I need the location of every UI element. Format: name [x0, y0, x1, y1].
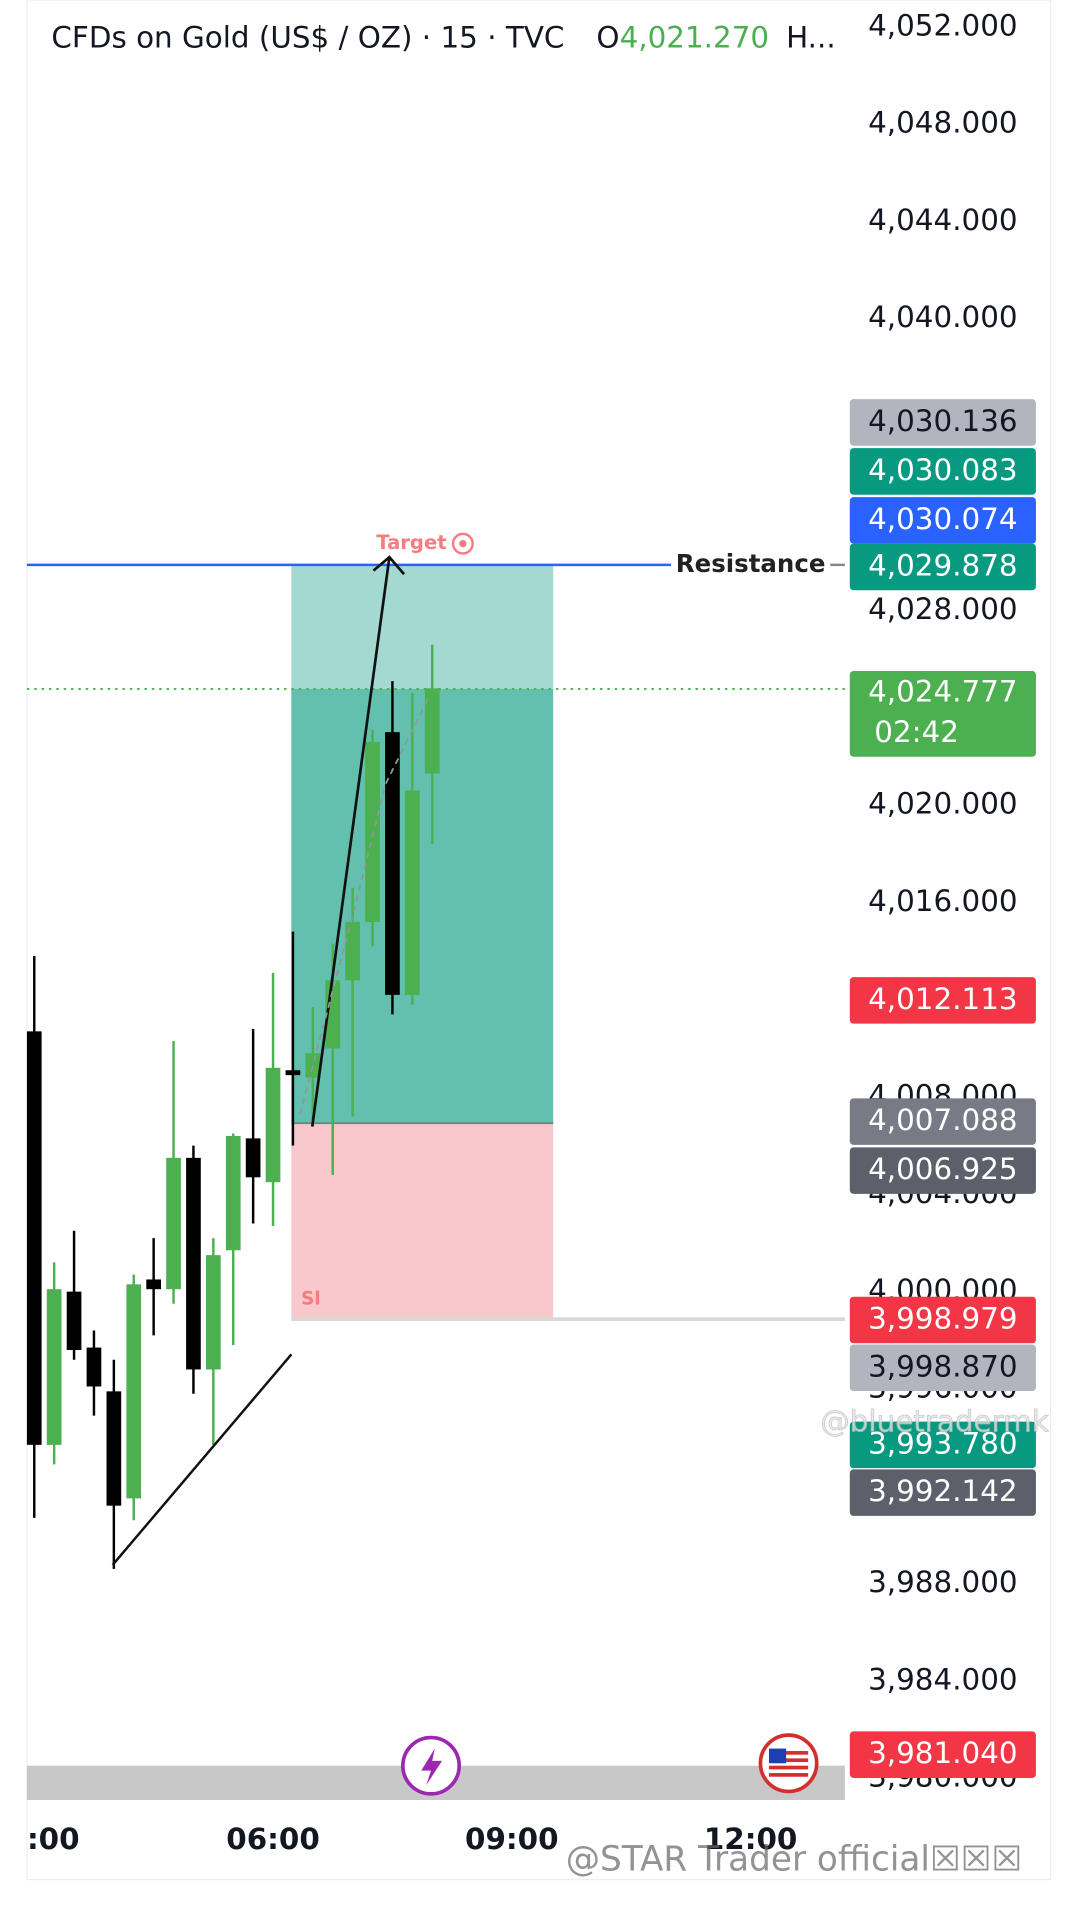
profit-zone-upper	[291, 564, 554, 689]
target-label: Target	[376, 531, 446, 554]
price-label-box	[849, 399, 1036, 446]
y-tick-label: 4,044.000	[868, 203, 1018, 237]
price-label-box	[849, 1731, 1036, 1778]
candle-body	[86, 1347, 102, 1387]
price-label-box	[849, 671, 1036, 757]
price-label-box	[849, 977, 1036, 1024]
y-tick-label: 4,052.000	[868, 8, 1018, 42]
price-label: 4,024.777	[868, 675, 1018, 709]
candle-body	[186, 1157, 201, 1370]
profit-zone	[291, 688, 554, 1124]
candle-body	[205, 1255, 221, 1370]
watermark: @bluetradermk	[820, 1404, 1048, 1438]
y-tick-label: 4,040.000	[868, 300, 1018, 334]
candle-body	[345, 921, 360, 981]
candle-body	[225, 1135, 241, 1251]
candle-body	[166, 1157, 181, 1290]
flag-glyph	[768, 1748, 809, 1778]
price-label: 3,992.142	[868, 1474, 1018, 1508]
candle-body	[385, 732, 400, 995]
price-label: 4,030.083	[868, 453, 1018, 487]
candle-body	[126, 1284, 142, 1499]
price-label-box	[849, 1098, 1036, 1145]
price-label-box	[849, 497, 1036, 544]
candle-body	[404, 790, 420, 995]
y-tick-label: 4,016.000	[868, 884, 1018, 918]
y-tick-label: 4,028.000	[868, 592, 1018, 626]
price-label-box	[849, 448, 1036, 495]
price-label-layer: 4,030.136 4,030.083 4,030.074 4,029.878 4,02…	[849, 399, 1036, 1778]
target-icon	[451, 532, 474, 555]
candle-body	[66, 1291, 82, 1350]
x-tick-label: :00	[27, 1822, 80, 1856]
y-tick-label: 3,984.000	[868, 1662, 1018, 1696]
ohlc-more: H...	[786, 21, 836, 55]
resistance-label: Resistance	[676, 549, 826, 578]
y-tick-label: 4,048.000	[868, 106, 1018, 140]
price-label: 3,998.979	[868, 1301, 1018, 1335]
x-tick-label: 06:00	[226, 1822, 320, 1856]
candle-body	[424, 688, 440, 774]
candle-body	[146, 1279, 161, 1290]
candle-body	[26, 1031, 42, 1445]
watermark: @STAR Trader official☒☒☒	[566, 1840, 1022, 1880]
candle-body	[285, 1070, 301, 1076]
axis-layer: 4,052.000 4,048.000 4,044.000 4,040.000 4,02…	[27, 8, 1018, 1856]
price-label: 4,006.925	[868, 1152, 1018, 1186]
x-tick-label: 09:00	[465, 1822, 559, 1856]
price-countdown: 02:42	[874, 715, 959, 749]
price-label-box	[849, 1469, 1036, 1516]
plot-layer: Sl Resistance Target	[26, 531, 845, 1569]
price-label-box	[849, 543, 1036, 591]
price-label: 3,993.780	[868, 1426, 1018, 1460]
price-label: 4,007.088	[868, 1103, 1018, 1137]
price-label: 3,981.040	[868, 1736, 1018, 1770]
price-label-box	[849, 1147, 1036, 1194]
candle-body	[305, 1053, 321, 1078]
stop-label: Sl	[301, 1289, 321, 1310]
price-label-box	[849, 1296, 1036, 1344]
candle-body	[106, 1391, 122, 1506]
price-label: 4,030.136	[868, 404, 1018, 438]
lightning-glyph	[421, 1748, 443, 1786]
loss-zone	[291, 1123, 554, 1320]
price-label: 4,030.074	[868, 502, 1018, 536]
projection-arrow	[310, 555, 406, 1127]
target-icon-dot	[459, 540, 467, 548]
ohlc-label: O	[596, 21, 619, 55]
price-label: 3,998.870	[868, 1349, 1018, 1383]
y-tick-label: 4,020.000	[868, 787, 1018, 821]
trend-line	[111, 1353, 293, 1566]
y-tick-label: 3,988.000	[868, 1565, 1018, 1599]
candle-body	[46, 1289, 62, 1445]
x-tick-label: 12:00	[704, 1822, 798, 1856]
chart-title: CFDs on Gold (US$ / OZ) · 15 · TVC	[51, 21, 564, 55]
price-label-box	[849, 1344, 1036, 1392]
candle-body	[265, 1067, 281, 1183]
candle-body	[245, 1138, 261, 1178]
ohlc-open-value: 4,021.270	[620, 21, 770, 55]
price-label: 4,029.878	[868, 548, 1018, 582]
price-label: 4,012.113	[868, 982, 1018, 1016]
projection-path	[299, 697, 430, 1115]
price-label-box	[849, 1421, 1036, 1469]
candle-body	[365, 741, 380, 922]
